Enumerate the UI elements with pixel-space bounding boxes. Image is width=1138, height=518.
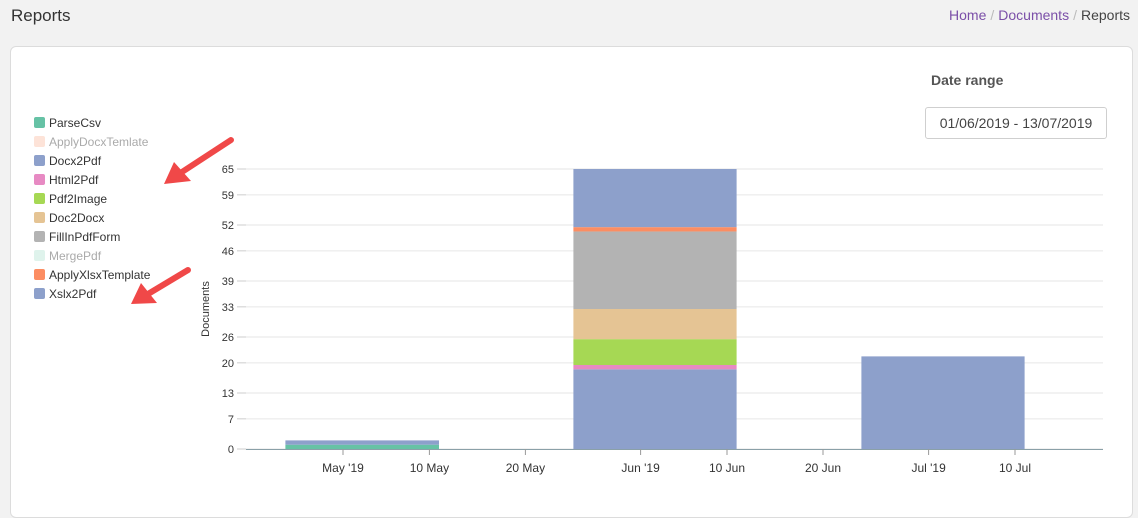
legend-label: Docx2Pdf [49,153,102,168]
legend-label: Doc2Docx [49,210,105,225]
legend-item[interactable]: Docx2Pdf [34,151,150,170]
x-tick-label: 10 May [410,461,449,475]
legend-item[interactable]: FillInPdfForm [34,227,150,246]
legend-label: Html2Pdf [49,172,99,187]
x-tick-label: May '19 [322,461,364,475]
y-tick-label: 52 [222,220,234,232]
x-tick-label: 20 May [506,461,545,475]
x-tick-label: 10 Jun [709,461,745,475]
legend-swatch [34,269,45,280]
bar-segment [285,440,439,445]
y-tick-label: 0 [228,444,234,456]
documents-bar-chart: 0 7 13 20 26 33 39 46 52 59 65 Documents May '19 10 M… [200,164,1103,475]
y-tick-label: 26 [222,332,234,344]
breadcrumb-separator: / [1073,7,1077,23]
page-title: Reports [11,6,71,25]
y-tick-label: 7 [228,414,234,426]
chart-legend: ParseCsv ApplyDocxTemlate Docx2Pdf Html2Pdf… [34,113,150,303]
x-tick-label: 20 Jun [805,461,841,475]
breadcrumb-current: Reports [1080,7,1130,23]
date-range-input[interactable] [925,107,1107,139]
legend-swatch [34,136,45,147]
bar-segment [573,227,737,232]
legend-item[interactable]: Xslx2Pdf [34,284,150,303]
y-tick-label: 33 [222,302,234,314]
legend-item[interactable]: Html2Pdf [34,170,150,189]
y-tick-label: 13 [222,388,234,400]
legend-label: ApplyDocxTemlate [49,134,149,149]
legend-item[interactable]: Pdf2Image [34,189,150,208]
breadcrumb-documents-link[interactable]: Documents [998,7,1070,23]
breadcrumb-home-link[interactable]: Home [949,7,987,23]
legend-swatch [34,212,45,223]
y-tick-label: 59 [222,190,234,202]
legend-swatch [34,155,45,166]
legend-item[interactable]: ApplyDocxTemlate [34,132,150,151]
bar-segment [285,444,439,449]
y-axis-label: Documents [200,281,212,337]
legend-label: MergePdf [49,248,102,263]
bar-segment [573,231,737,309]
x-tick-label: Jun '19 [621,461,660,475]
legend-label: FillInPdfForm [49,229,121,244]
legend-swatch [34,250,45,261]
x-tick-label: Jul '19 [911,461,946,475]
legend-item[interactable]: MergePdf [34,246,150,265]
x-tick-label: 10 Jul [999,461,1031,475]
bar-segment [573,369,737,449]
legend-swatch [34,174,45,185]
bar-segment [861,356,1025,449]
breadcrumb: Home / Documents / Reports [949,7,1130,23]
breadcrumb-separator: / [990,7,995,23]
y-tick-label: 65 [222,164,234,176]
legend-label: Pdf2Image [49,191,108,206]
bar-segment [573,309,737,340]
legend-label: ParseCsv [49,115,102,130]
legend-swatch [34,231,45,242]
legend-item[interactable]: Doc2Docx [34,208,150,227]
bar-segment [573,169,737,228]
date-range-label: Date range [931,72,1004,88]
y-tick-label: 46 [222,246,234,258]
bar-segment [573,339,737,365]
legend-swatch [34,288,45,299]
legend-item[interactable]: ParseCsv [34,113,150,132]
legend-item[interactable]: ApplyXlsxTemplate [34,265,150,284]
legend-swatch [34,117,45,128]
y-tick-label: 20 [222,358,234,370]
legend-label: ApplyXlsxTemplate [49,267,151,282]
legend-label: Xslx2Pdf [49,286,97,301]
y-tick-label: 39 [222,276,234,288]
legend-swatch [34,193,45,204]
bar-segment [573,365,737,370]
